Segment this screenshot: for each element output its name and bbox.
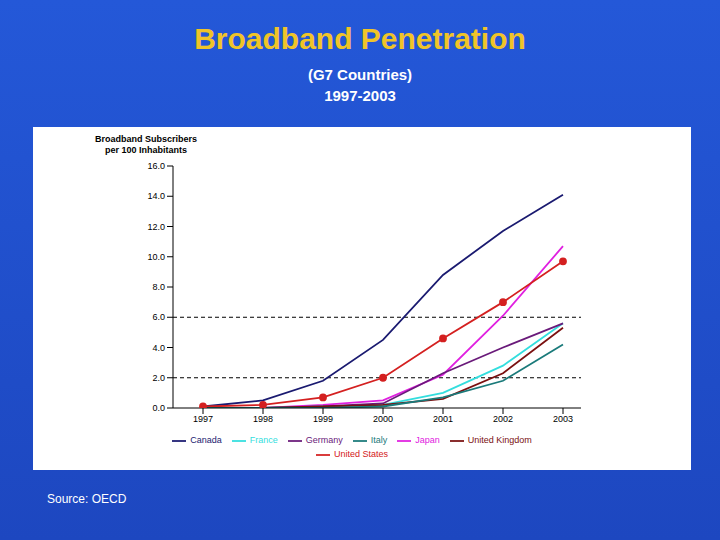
svg-text:0.0: 0.0 [152, 403, 165, 413]
html-text:(G7 Countries): (G7 Countries) [307, 66, 413, 83]
svg-text:2000: 2000 [373, 414, 393, 424]
html-text:Source: OECD: Source: OECD [47, 492, 127, 506]
svg-text:2003: 2003 [553, 414, 573, 424]
html-text:1997-2003: 1997-2003 [324, 87, 396, 104]
html-text:Broadband Subscribers per 100: Broadband Subscribers per 100 Inhabitant… [95, 134, 197, 155]
html-text:United States: United States [334, 449, 388, 460]
svg-text:2.0: 2.0 [152, 373, 165, 383]
svg-text:1999: 1999 [313, 414, 333, 424]
html-text:Italy: Italy [370, 435, 388, 446]
html-text:Broadband Penetration: Broadband Penetration [194, 22, 526, 55]
html-text:France: France [249, 435, 278, 446]
html-text:United Kingdom: United Kingdom [467, 435, 532, 446]
svg-text:8.0: 8.0 [152, 282, 165, 292]
svg-text:2002: 2002 [493, 414, 513, 424]
svg-text:12.0: 12.0 [147, 222, 165, 232]
html-text:Germany: Germany [305, 435, 343, 446]
svg-text:1997: 1997 [193, 414, 213, 424]
svg-text:4.0: 4.0 [152, 343, 165, 353]
svg-text:16.0: 16.0 [147, 161, 165, 171]
svg-text:14.0: 14.0 [147, 191, 165, 201]
svg-text:6.0: 6.0 [152, 312, 165, 322]
svg-text:2001: 2001 [433, 414, 453, 424]
html-text:Japan: Japan [415, 435, 440, 446]
html-text:Canada: Canada [190, 435, 222, 446]
svg-text:1998: 1998 [253, 414, 273, 424]
svg-text:10.0: 10.0 [147, 252, 165, 262]
